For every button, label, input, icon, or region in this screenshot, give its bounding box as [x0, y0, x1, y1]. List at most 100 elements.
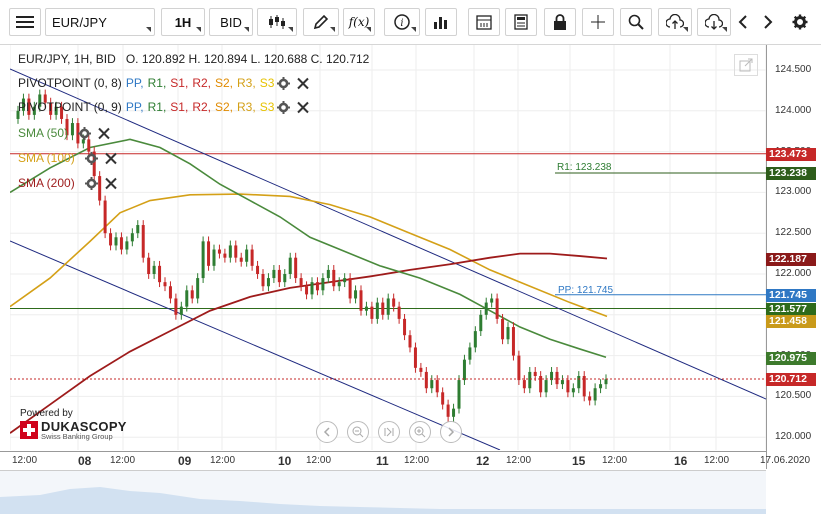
side-select[interactable]: BID — [209, 8, 253, 36]
reset-icon — [384, 427, 394, 437]
candle-body — [283, 274, 287, 283]
crosshair-button[interactable] — [582, 8, 614, 36]
candle-body — [354, 290, 358, 299]
candle-body — [511, 327, 515, 356]
candle-body — [32, 106, 36, 115]
price-axis-label: 120.000 — [775, 431, 812, 443]
powered-by-text: Powered by — [20, 408, 73, 419]
info-button[interactable]: i — [384, 8, 420, 36]
period-select[interactable]: 1H — [161, 8, 205, 36]
price-tag: 122.187 — [766, 252, 816, 266]
channel-upper-line — [10, 68, 766, 400]
candle-body — [560, 380, 564, 385]
navigator-panel[interactable] — [0, 470, 766, 514]
close-icon[interactable] — [296, 77, 310, 90]
candle-body — [212, 249, 216, 266]
candle-body — [168, 286, 172, 299]
candle-body — [566, 380, 570, 393]
close-icon[interactable] — [104, 177, 118, 190]
ohlc-text: EUR/JPY, 1H, BID O. 120.892 H. 120.894 L… — [18, 52, 370, 66]
candle-body — [54, 106, 58, 115]
chart-grid — [10, 45, 766, 450]
candle-body — [457, 380, 461, 409]
next-button[interactable] — [756, 8, 780, 36]
zoom-out-button[interactable] — [347, 421, 369, 443]
candle-body — [60, 106, 64, 119]
candle-body — [49, 102, 53, 115]
zoom-in-button[interactable] — [409, 421, 431, 443]
download-button[interactable] — [697, 8, 731, 36]
candle-body — [501, 318, 505, 340]
prev-button[interactable] — [731, 8, 755, 36]
gear-icon[interactable] — [84, 151, 98, 165]
upload-button[interactable] — [658, 8, 692, 36]
candle-body — [272, 269, 276, 279]
reset-button[interactable] — [378, 421, 400, 443]
close-icon[interactable] — [296, 101, 310, 114]
candle-body — [174, 298, 178, 315]
close-icon[interactable] — [97, 127, 111, 140]
pivot1-s3: S3 — [259, 76, 275, 90]
candle-body — [103, 200, 107, 234]
time-axis-label: 12:00 — [704, 455, 730, 466]
candle-body — [441, 392, 445, 405]
candle-body — [147, 257, 151, 274]
period-label: 1H — [174, 14, 192, 30]
candle-body — [217, 249, 221, 254]
gear-icon[interactable] — [277, 76, 291, 90]
time-axis-label: 08 — [78, 454, 92, 468]
candle-body — [337, 282, 341, 287]
candle-body — [375, 302, 379, 319]
candle-body — [81, 139, 85, 144]
candle-body — [424, 371, 428, 389]
time-axis-label: 16 — [674, 454, 688, 468]
candle-body — [522, 380, 526, 389]
candle-body — [299, 278, 303, 287]
zoom-button[interactable] — [620, 8, 652, 36]
candlesticks — [16, 89, 608, 422]
candle-body — [158, 265, 162, 283]
candle-body — [109, 233, 113, 246]
price-axis-label: 120.500 — [775, 390, 812, 402]
lock-icon — [554, 14, 566, 30]
price-tag: 121.577 — [766, 302, 816, 316]
lock-button[interactable] — [544, 8, 576, 36]
indicators-button[interactable]: f(x) — [343, 8, 375, 36]
time-axis: 12:00 08 12:00 09 12:00 10 12:00 11 12:00 12 12:00… — [0, 451, 810, 470]
candle-body — [16, 110, 20, 119]
instrument-select[interactable]: EUR/JPY — [45, 8, 155, 36]
price-axis-label: 123.000 — [775, 186, 812, 198]
candle-body — [506, 327, 510, 340]
gear-icon[interactable] — [84, 176, 98, 190]
scroll-right-button[interactable] — [440, 421, 462, 443]
close-icon[interactable] — [104, 152, 118, 165]
hamburger-menu-button[interactable] — [9, 8, 41, 36]
trend-channel — [10, 68, 766, 450]
price-chart[interactable] — [10, 45, 766, 450]
drawing-tools-button[interactable] — [303, 8, 339, 36]
news-button[interactable] — [505, 8, 537, 36]
scroll-left-button[interactable] — [316, 421, 338, 443]
gear-icon[interactable] — [78, 126, 92, 140]
candle-body — [452, 408, 456, 417]
candle-body — [479, 314, 483, 332]
candle-type-button[interactable] — [257, 8, 297, 36]
calendar-button[interactable] — [468, 8, 500, 36]
candle-body — [348, 278, 352, 299]
next-icon — [764, 15, 773, 29]
brand-name: DUKASCOPY — [41, 419, 127, 434]
candle-body — [92, 151, 96, 177]
volume-button[interactable] — [425, 8, 457, 36]
candle-body — [462, 359, 466, 381]
candle-body — [98, 176, 102, 201]
pivot1-s2: S2, — [215, 76, 234, 90]
gear-icon[interactable] — [277, 100, 291, 114]
price-axis-label: 124.000 — [775, 104, 812, 116]
settings-button[interactable] — [788, 8, 812, 36]
sma50-label: SMA (50) — [18, 126, 69, 140]
candle-body — [473, 331, 477, 348]
popout-button[interactable] — [734, 54, 758, 76]
sma100-legend: SMA (100) — [18, 151, 118, 165]
candle-body — [321, 278, 325, 291]
time-axis-label: 11 — [376, 454, 389, 468]
